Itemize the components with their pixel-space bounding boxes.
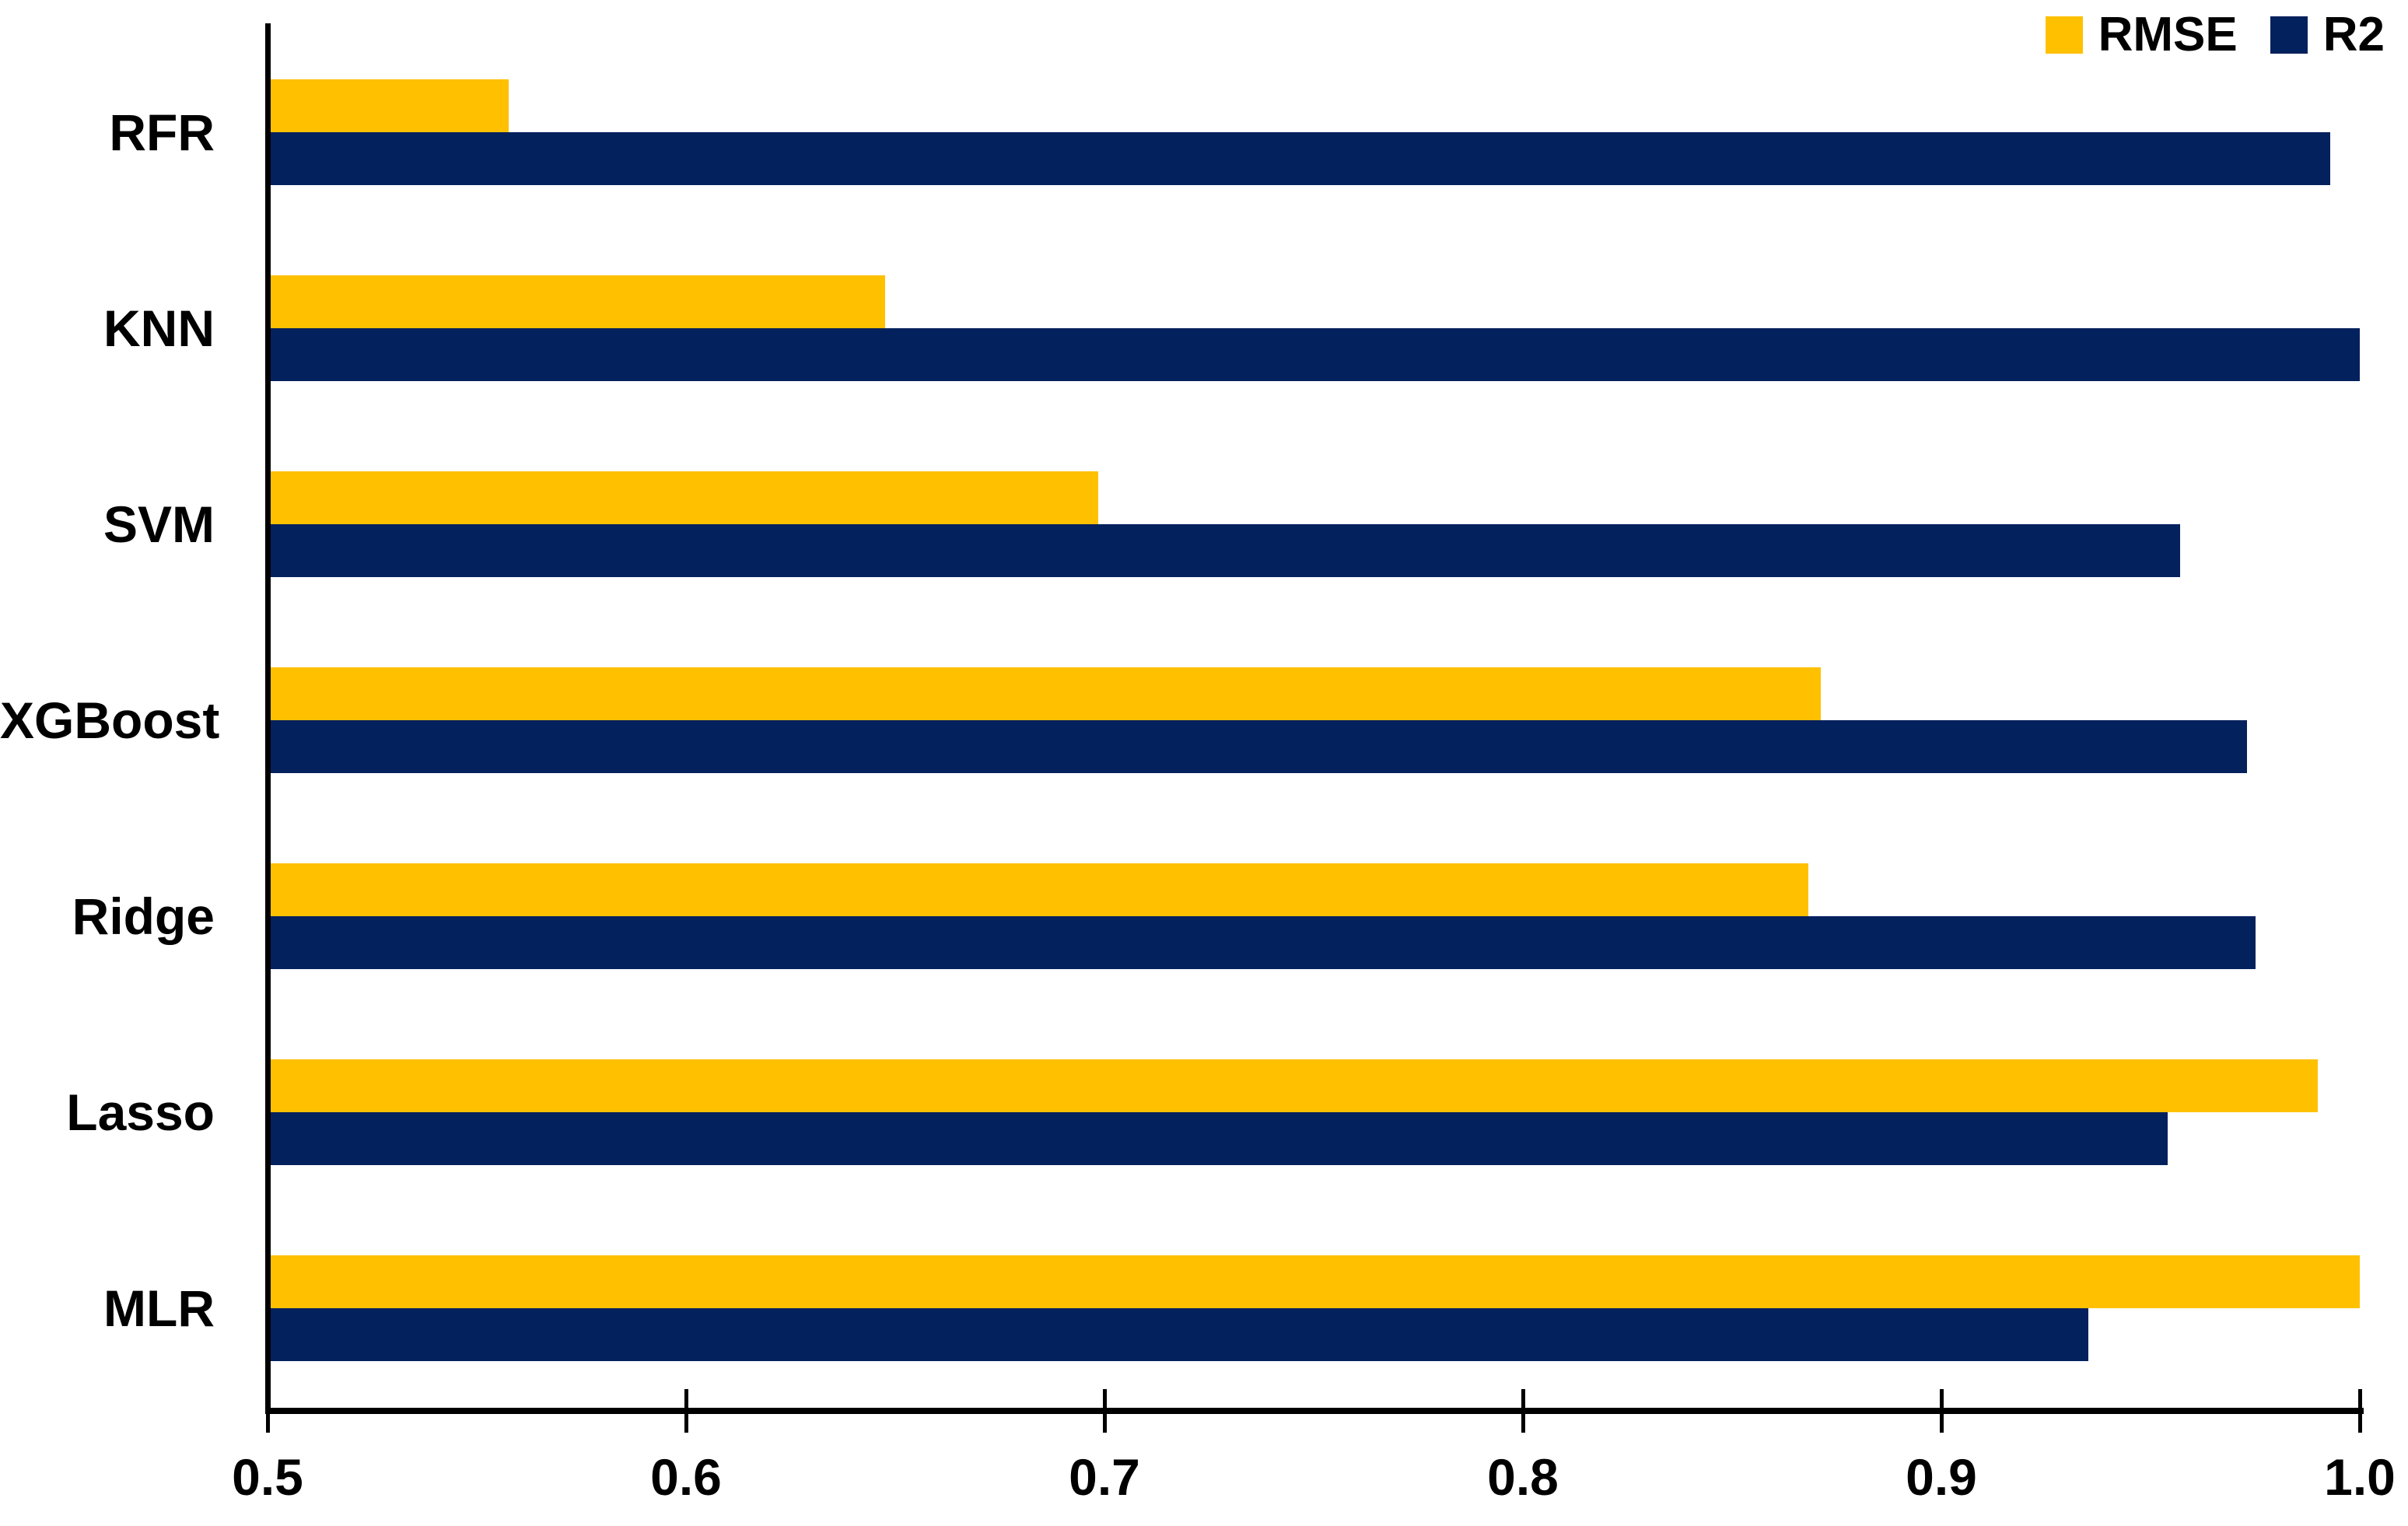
legend-swatch-rmse-icon bbox=[2045, 16, 2083, 54]
category-label-lasso: Lasso bbox=[66, 1083, 215, 1141]
bar-rfr-rmse bbox=[271, 79, 509, 132]
category-label-mlr: MLR bbox=[103, 1279, 215, 1337]
legend-swatch-r2-icon bbox=[2270, 16, 2308, 54]
bar-ridge-rmse bbox=[271, 863, 1808, 916]
bar-lasso-r2 bbox=[271, 1112, 2168, 1165]
chart-legend: RMSE R2 bbox=[2045, 8, 2385, 61]
x-tick-label-0.7: 0.7 bbox=[1069, 1448, 1140, 1506]
bar-ridge-r2 bbox=[271, 916, 2256, 969]
y-axis-line bbox=[265, 23, 271, 1414]
x-tick-0.7 bbox=[1103, 1389, 1107, 1433]
bar-lasso-rmse bbox=[271, 1059, 2318, 1112]
x-tick-label-0.6: 0.6 bbox=[650, 1448, 722, 1506]
bar-xgboost-rmse bbox=[271, 667, 1821, 720]
x-tick-label-0.8: 0.8 bbox=[1487, 1448, 1559, 1506]
bar-svm-r2 bbox=[271, 524, 2180, 577]
x-tick-0.8 bbox=[1521, 1389, 1525, 1433]
x-axis-line bbox=[265, 1408, 2364, 1414]
legend-item-rmse: RMSE bbox=[2045, 8, 2238, 61]
x-tick-0.9 bbox=[1940, 1389, 1944, 1433]
category-label-knn: KNN bbox=[103, 299, 215, 357]
bar-svm-rmse bbox=[271, 471, 1098, 524]
x-tick-0.5 bbox=[266, 1389, 270, 1433]
x-tick-label-1.0: 1.0 bbox=[2324, 1448, 2396, 1506]
category-label-svm: SVM bbox=[103, 495, 215, 553]
x-tick-label-0.9: 0.9 bbox=[1906, 1448, 1977, 1506]
x-tick-label-0.5: 0.5 bbox=[232, 1448, 303, 1506]
bar-mlr-r2 bbox=[271, 1308, 2088, 1361]
x-tick-0.6 bbox=[684, 1389, 688, 1433]
bar-mlr-rmse bbox=[271, 1255, 2360, 1308]
x-tick-1.0 bbox=[2358, 1389, 2362, 1433]
bar-xgboost-r2 bbox=[271, 720, 2247, 773]
category-label-rfr: RFR bbox=[109, 103, 215, 161]
legend-label-r2: R2 bbox=[2322, 8, 2385, 61]
legend-item-r2: R2 bbox=[2270, 11, 2385, 59]
bar-knn-rmse bbox=[271, 275, 885, 328]
bar-knn-r2 bbox=[271, 328, 2360, 381]
category-label-ridge: Ridge bbox=[72, 887, 215, 945]
category-label-xgboost: XGBoost bbox=[0, 691, 220, 749]
bar-rfr-r2 bbox=[271, 132, 2330, 185]
legend-label-rmse: RMSE bbox=[2098, 8, 2238, 61]
